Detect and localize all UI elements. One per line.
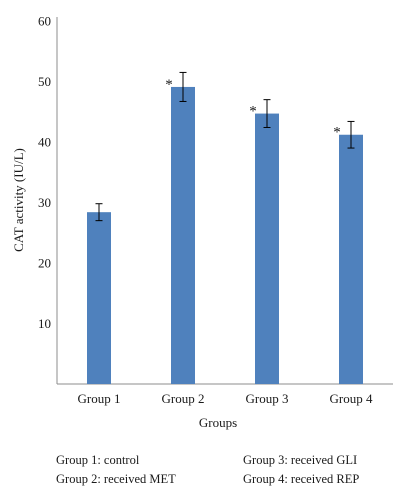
y-tick-label-20: 20 — [38, 256, 51, 271]
bar-group-3 — [255, 113, 279, 384]
legend-note-group-2: Group 2: received MET — [56, 472, 176, 486]
x-tick-label-group-1: Group 1 — [78, 391, 121, 406]
x-tick-label-group-3: Group 3 — [246, 391, 289, 406]
legend-note-group-3: Group 3: received GLI — [243, 453, 358, 467]
significance-asterisk-group-2: * — [165, 77, 173, 93]
y-axis: 10 20 30 40 50 60 — [38, 14, 58, 384]
bar-chart: 10 20 30 40 50 60 Group 1 Group 2 Group 3 Group … — [11, 14, 393, 430]
bar-group-2 — [171, 86, 195, 384]
y-tick-label-50: 50 — [38, 74, 51, 89]
group-legend: Group 1: control Group 2: received MET G… — [0, 440, 403, 500]
bar-group-1 — [87, 212, 111, 384]
x-axis: Group 1 Group 2 Group 3 Group 4 — [57, 383, 393, 406]
significance-markers: * * * — [165, 77, 341, 141]
y-tick-label-10: 10 — [38, 316, 51, 331]
y-axis-title: CAT activity (IU/L) — [11, 148, 26, 252]
significance-asterisk-group-4: * — [333, 125, 341, 141]
legend-note-group-4: Group 4: received REP — [243, 472, 360, 486]
bars — [87, 86, 363, 384]
x-axis-title: Groups — [199, 415, 237, 430]
error-bars — [95, 71, 355, 222]
bar-group-4 — [339, 134, 363, 384]
legend-note-group-1: Group 1: control — [56, 453, 140, 467]
y-tick-label-40: 40 — [38, 135, 51, 150]
y-tick-label-60: 60 — [38, 14, 51, 29]
significance-asterisk-group-3: * — [249, 104, 257, 120]
x-tick-label-group-4: Group 4 — [330, 391, 373, 406]
y-tick-label-30: 30 — [38, 195, 51, 210]
x-tick-label-group-2: Group 2 — [162, 391, 205, 406]
